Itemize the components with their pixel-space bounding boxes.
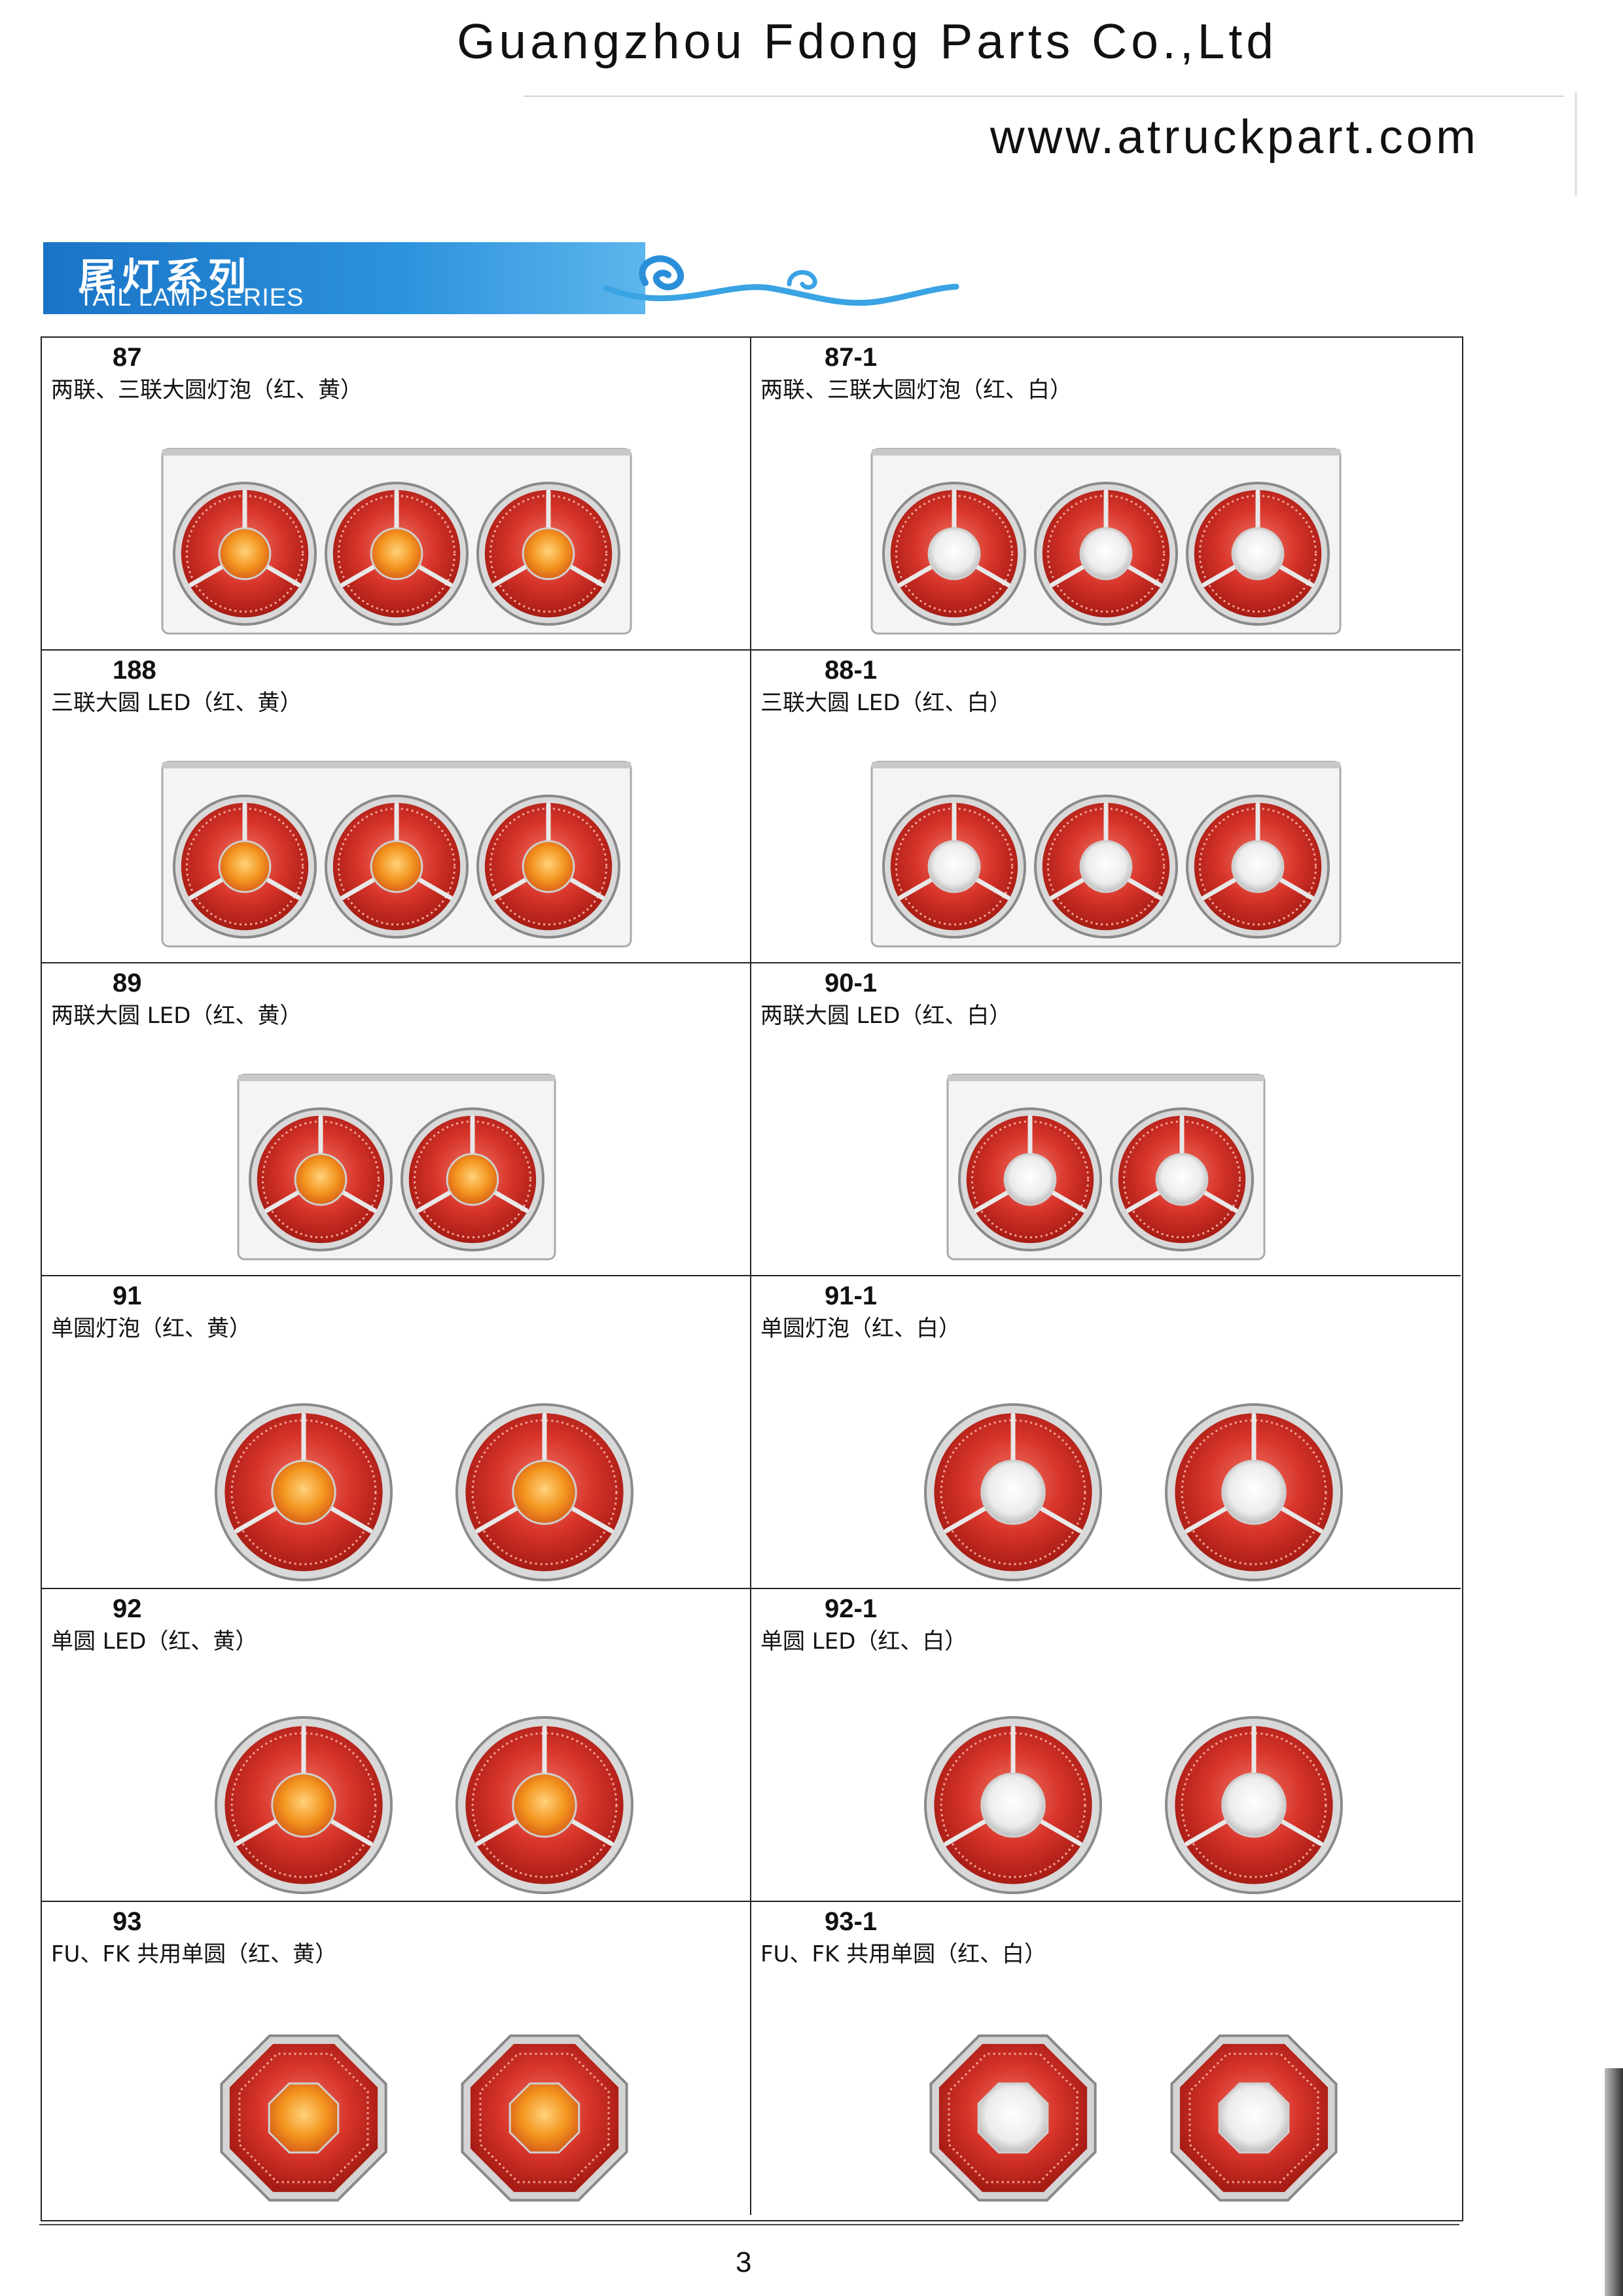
product-cell: 88-1 三联大圆 LED（红、白） bbox=[751, 651, 1461, 963]
product-description: FU、FK 共用单圆（红、白） bbox=[760, 1941, 1047, 1967]
lamp-unit bbox=[1165, 1403, 1343, 1581]
product-code: 88-1 bbox=[825, 656, 878, 685]
product-code: 188 bbox=[113, 656, 156, 685]
product-description: 两联、三联大圆灯泡（红、黄） bbox=[51, 377, 363, 403]
lamp-unit bbox=[325, 482, 469, 626]
lamp-unit bbox=[215, 1716, 393, 1894]
product-description: 三联大圆 LED（红、黄） bbox=[51, 690, 302, 716]
product-description: 单圆 LED（红、白） bbox=[760, 1628, 967, 1655]
product-cell: 91-1 单圆灯泡（红、白） bbox=[751, 1276, 1461, 1589]
lamp-housing bbox=[870, 761, 1342, 948]
footer-rule bbox=[39, 2224, 1459, 2225]
product-code: 93 bbox=[113, 1907, 142, 1936]
scan-edge bbox=[1575, 92, 1577, 196]
lamp-unit bbox=[1034, 482, 1178, 626]
product-cell: 92 单圆 LED（红、黄） bbox=[42, 1589, 751, 1902]
product-cell: 89 两联大圆 LED（红、黄） bbox=[42, 963, 751, 1276]
product-code: 90-1 bbox=[825, 969, 878, 997]
lamp-unit bbox=[882, 482, 1026, 626]
lamp-unit bbox=[1034, 795, 1178, 939]
lamp-housing bbox=[161, 761, 632, 948]
header-rule bbox=[524, 96, 1564, 97]
section-title-en: TAIL LAMPSERIES bbox=[79, 284, 304, 312]
product-code: 93-1 bbox=[825, 1907, 878, 1936]
product-cell: 87-1 两联、三联大圆灯泡（红、白） bbox=[751, 338, 1461, 651]
lamp-unit bbox=[455, 1716, 633, 1894]
product-cell: 93 FU、FK 共用单圆（红、黄） bbox=[42, 1902, 751, 2215]
product-code: 87 bbox=[113, 343, 142, 372]
product-description: 三联大圆 LED（红、白） bbox=[760, 690, 1012, 716]
lamp-unit bbox=[249, 1107, 393, 1251]
product-code: 89 bbox=[113, 969, 142, 997]
product-description: 两联大圆 LED（红、白） bbox=[760, 1003, 1012, 1029]
product-code: 87-1 bbox=[825, 343, 878, 372]
page-number: 3 bbox=[736, 2246, 752, 2278]
lamp-unit bbox=[1110, 1107, 1254, 1251]
product-description: FU、FK 共用单圆（红、黄） bbox=[51, 1941, 338, 1967]
lamp-unit bbox=[476, 482, 620, 626]
lamp-unit bbox=[958, 1107, 1102, 1251]
lamp-unit bbox=[215, 1403, 393, 1581]
lamp-housing bbox=[870, 448, 1342, 635]
lamp-housing bbox=[161, 448, 632, 635]
lamp-unit bbox=[882, 795, 1026, 939]
lamp-unit bbox=[461, 2034, 628, 2202]
lamp-unit bbox=[325, 795, 469, 939]
company-name: Guangzhou Fdong Parts Co.,Ltd bbox=[457, 14, 1277, 69]
product-cell: 90-1 两联大圆 LED（红、白） bbox=[751, 963, 1461, 1276]
lamp-unit bbox=[455, 1403, 633, 1581]
lamp-unit bbox=[1165, 1716, 1343, 1894]
lamp-unit bbox=[1186, 795, 1330, 939]
lamp-unit bbox=[173, 795, 317, 939]
product-cell: 91 单圆灯泡（红、黄） bbox=[42, 1276, 751, 1589]
product-description: 两联大圆 LED（红、黄） bbox=[51, 1003, 302, 1029]
product-cell: 92-1 单圆 LED（红、白） bbox=[751, 1589, 1461, 1902]
product-description: 单圆 LED（红、黄） bbox=[51, 1628, 258, 1655]
product-grid: 87 两联、三联大圆灯泡（红、黄） 87-1 两联、三联大圆灯泡（红、白） 188 三联大… bbox=[41, 336, 1463, 2221]
lamp-unit bbox=[1170, 2034, 1338, 2202]
section-title-cn: 尾灯系列 bbox=[79, 255, 252, 299]
product-description: 单圆灯泡（红、黄） bbox=[51, 1316, 251, 1342]
lamp-unit bbox=[929, 2034, 1097, 2202]
lamp-unit bbox=[1186, 482, 1330, 626]
product-code: 92 bbox=[113, 1594, 142, 1623]
lamp-unit bbox=[924, 1403, 1102, 1581]
lamp-unit bbox=[476, 795, 620, 939]
scan-edge-shadow bbox=[1605, 2068, 1623, 2296]
product-code: 92-1 bbox=[825, 1594, 878, 1623]
product-cell: 93-1 FU、FK 共用单圆（红、白） bbox=[751, 1902, 1461, 2215]
product-cell: 188 三联大圆 LED（红、黄） bbox=[42, 651, 751, 963]
banner-bar bbox=[43, 242, 645, 314]
product-code: 91 bbox=[113, 1282, 142, 1310]
lamp-unit bbox=[401, 1107, 544, 1251]
lamp-unit bbox=[924, 1716, 1102, 1894]
lamp-unit bbox=[220, 2034, 387, 2202]
section-banner: 尾灯系列 TAIL LAMPSERIES bbox=[43, 242, 959, 315]
website-url[interactable]: www.atruckpart.com bbox=[990, 111, 1479, 164]
product-cell: 87 两联、三联大圆灯泡（红、黄） bbox=[42, 338, 751, 651]
product-description: 两联、三联大圆灯泡（红、白） bbox=[760, 377, 1072, 403]
product-description: 单圆灯泡（红、白） bbox=[760, 1316, 961, 1342]
lamp-unit bbox=[173, 482, 317, 626]
lamp-housing bbox=[946, 1073, 1266, 1261]
lamp-housing bbox=[237, 1073, 556, 1261]
wave-decoration-icon bbox=[603, 255, 959, 306]
product-code: 91-1 bbox=[825, 1282, 878, 1310]
